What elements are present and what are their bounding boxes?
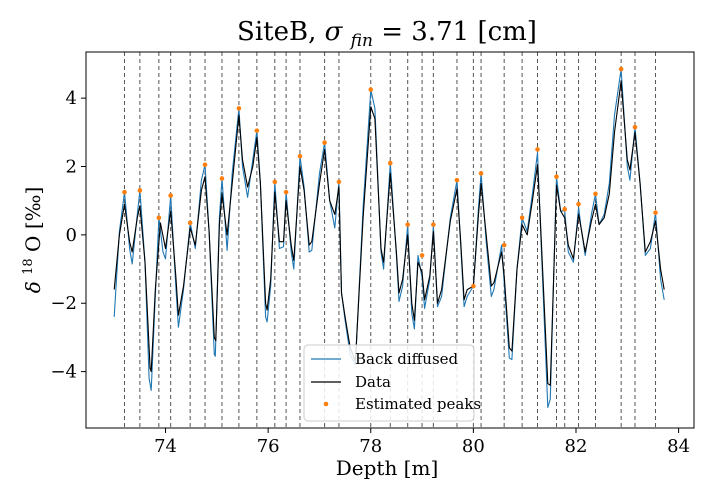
x-tick-label-2: 78	[359, 436, 382, 457]
plot-frame	[85, 51, 695, 429]
peak-marker-24	[535, 147, 540, 152]
legend: Back diffused Data Estimated peaks	[303, 344, 481, 422]
peak-marker-11	[297, 153, 303, 159]
peak-marker-2	[156, 215, 162, 221]
series-layer	[113, 68, 665, 409]
y-tick-label-1: −2	[50, 293, 77, 314]
y-label-sup: 18	[21, 258, 36, 275]
title-site: SiteB,	[237, 17, 316, 47]
peak-marker-19	[454, 177, 460, 183]
y-label-delta: δ	[21, 281, 45, 293]
peak-marker-4	[187, 220, 193, 226]
peak-marker-22	[501, 242, 507, 248]
peak-marker-5	[202, 162, 208, 168]
y-label-rest: O [‰]	[21, 187, 45, 252]
peak-marker-6	[219, 176, 225, 181]
y-tick-label-0: −4	[50, 362, 77, 383]
y-tick-label-2: 0	[66, 225, 77, 246]
legend-marker-peaks	[323, 401, 329, 407]
title-sigma: σ	[325, 17, 344, 47]
x-axis-label: Depth [m]	[336, 456, 439, 480]
peak-marker-16	[405, 222, 411, 227]
peak-marker-7	[236, 106, 242, 111]
peak-marker-31	[653, 210, 658, 215]
y-tick-label-4: 4	[66, 88, 77, 109]
peak-marker-8	[254, 128, 260, 133]
title-sigma-sub: fin	[349, 31, 373, 51]
peak-marker-28	[593, 191, 598, 197]
peak-marker-10	[283, 189, 289, 195]
peak-marker-29	[618, 66, 624, 72]
x-axis: 74 76 78 80 82 84	[154, 428, 690, 457]
x-tick-label-5: 84	[667, 436, 690, 457]
legend-label-back-diffused: Back diffused	[355, 350, 459, 368]
chart-title: SiteB, σ fin = 3.71 [cm]	[237, 17, 537, 53]
x-tick-label-1: 76	[257, 436, 280, 457]
peak-marker-21	[478, 171, 484, 176]
y-axis-label: δ 18 O [‰]	[13, 187, 45, 294]
peak-marker-3	[168, 193, 173, 198]
peak-markers	[122, 66, 658, 289]
title-rest: = 3.71 [cm]	[381, 17, 537, 47]
peak-marker-13	[336, 179, 342, 185]
peak-marker-17	[419, 253, 425, 258]
peak-marker-1	[137, 188, 143, 193]
y-tick-label-3: 2	[66, 157, 77, 178]
peak-marker-25	[554, 174, 559, 180]
peak-marker-27	[576, 201, 581, 207]
peak-marker-9	[272, 179, 278, 185]
x-tick-label-4: 82	[565, 436, 588, 457]
peak-marker-12	[322, 140, 327, 145]
legend-label-data: Data	[355, 373, 391, 391]
y-axis: −4 −2 0 2 4	[50, 88, 86, 383]
legend-label-peaks: Estimated peaks	[355, 395, 481, 413]
legend-box	[303, 344, 475, 422]
peak-marker-18	[431, 222, 436, 227]
peak-marker-14	[368, 87, 374, 92]
series-data	[113, 80, 665, 386]
peak-marker-20	[471, 283, 476, 289]
peak-marker-23	[519, 215, 525, 221]
x-tick-label-3: 80	[462, 436, 485, 457]
peak-marker-30	[632, 124, 638, 130]
x-tick-label-0: 74	[154, 436, 177, 457]
peak-marker-15	[387, 160, 393, 166]
peak-marker-0	[122, 189, 127, 195]
peak-marker-26	[562, 206, 568, 212]
